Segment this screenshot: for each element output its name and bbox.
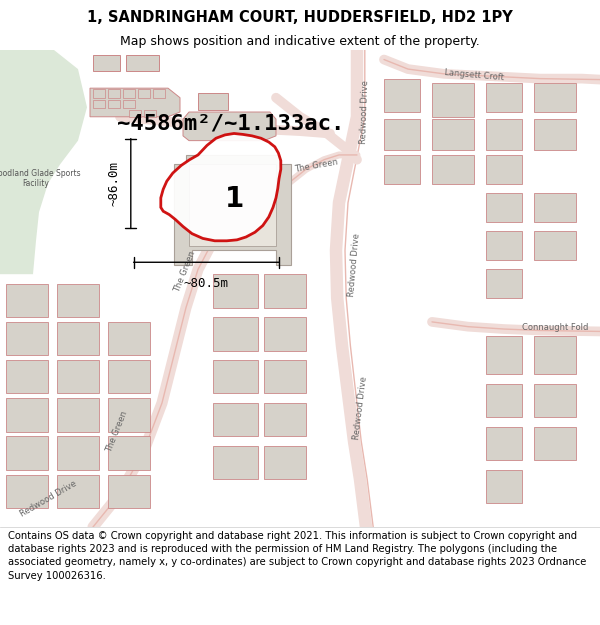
- Polygon shape: [57, 436, 99, 470]
- Polygon shape: [108, 99, 120, 108]
- Polygon shape: [486, 269, 522, 298]
- Polygon shape: [486, 231, 522, 260]
- Polygon shape: [534, 384, 576, 418]
- Polygon shape: [189, 164, 276, 246]
- Polygon shape: [384, 119, 420, 150]
- Polygon shape: [384, 79, 420, 112]
- Text: 1, SANDRINGHAM COURT, HUDDERSFIELD, HD2 1PY: 1, SANDRINGHAM COURT, HUDDERSFIELD, HD2 …: [87, 10, 513, 25]
- Polygon shape: [144, 109, 156, 117]
- Text: The Green: The Green: [104, 409, 130, 454]
- Polygon shape: [6, 474, 48, 508]
- Polygon shape: [93, 99, 105, 108]
- Polygon shape: [384, 155, 420, 184]
- Polygon shape: [108, 398, 150, 432]
- Polygon shape: [264, 446, 306, 479]
- Polygon shape: [138, 89, 150, 98]
- Polygon shape: [534, 83, 576, 112]
- Polygon shape: [183, 112, 276, 141]
- Polygon shape: [6, 360, 48, 394]
- Polygon shape: [264, 317, 306, 351]
- Polygon shape: [57, 284, 99, 317]
- Polygon shape: [6, 284, 48, 317]
- Polygon shape: [57, 360, 99, 394]
- Polygon shape: [57, 398, 99, 432]
- Polygon shape: [534, 193, 576, 222]
- Polygon shape: [432, 83, 474, 117]
- Polygon shape: [486, 470, 522, 503]
- Polygon shape: [534, 231, 576, 260]
- Text: Langsett Croft: Langsett Croft: [444, 68, 504, 82]
- Text: Redwood Drive: Redwood Drive: [347, 232, 361, 297]
- Text: 1: 1: [224, 185, 244, 213]
- Polygon shape: [213, 317, 258, 351]
- Text: Redwood Drive: Redwood Drive: [18, 479, 78, 518]
- Polygon shape: [123, 99, 135, 108]
- Text: The Green: The Green: [172, 250, 197, 294]
- Polygon shape: [153, 89, 165, 98]
- Polygon shape: [486, 384, 522, 418]
- Polygon shape: [198, 93, 228, 109]
- Text: Redwood Drive: Redwood Drive: [352, 376, 368, 440]
- Text: ~80.5m: ~80.5m: [184, 277, 229, 289]
- Polygon shape: [534, 336, 576, 374]
- Polygon shape: [534, 119, 576, 150]
- Polygon shape: [6, 436, 48, 470]
- Text: Woodland Glade Sports
Facility: Woodland Glade Sports Facility: [0, 169, 81, 189]
- Polygon shape: [486, 155, 522, 184]
- Polygon shape: [57, 474, 99, 508]
- Text: The Green: The Green: [294, 157, 339, 174]
- Polygon shape: [213, 360, 258, 394]
- Polygon shape: [93, 55, 120, 71]
- Polygon shape: [432, 155, 474, 184]
- Polygon shape: [108, 322, 150, 355]
- Polygon shape: [432, 119, 474, 150]
- Text: Redwood Drive: Redwood Drive: [359, 80, 370, 144]
- Polygon shape: [108, 436, 150, 470]
- Text: Map shows position and indicative extent of the property.: Map shows position and indicative extent…: [120, 35, 480, 48]
- Polygon shape: [213, 446, 258, 479]
- Polygon shape: [486, 193, 522, 222]
- Polygon shape: [213, 403, 258, 436]
- Polygon shape: [123, 89, 135, 98]
- Polygon shape: [486, 119, 522, 150]
- Polygon shape: [108, 89, 120, 98]
- Text: Connaught Fold: Connaught Fold: [522, 323, 589, 332]
- Polygon shape: [174, 155, 291, 264]
- Polygon shape: [108, 360, 150, 394]
- Text: Contains OS data © Crown copyright and database right 2021. This information is : Contains OS data © Crown copyright and d…: [8, 531, 586, 581]
- Polygon shape: [93, 89, 105, 98]
- Text: ~86.0m: ~86.0m: [107, 161, 120, 206]
- Polygon shape: [57, 322, 99, 355]
- Polygon shape: [90, 88, 180, 117]
- Polygon shape: [108, 474, 150, 508]
- Polygon shape: [126, 55, 159, 71]
- Polygon shape: [129, 109, 141, 117]
- Text: ~4586m²/~1.133ac.: ~4586m²/~1.133ac.: [117, 114, 344, 134]
- Polygon shape: [534, 427, 576, 460]
- Polygon shape: [6, 398, 48, 432]
- Polygon shape: [6, 322, 48, 355]
- Polygon shape: [213, 274, 258, 308]
- Polygon shape: [486, 83, 522, 112]
- Polygon shape: [486, 427, 522, 460]
- Polygon shape: [264, 274, 306, 308]
- Polygon shape: [486, 336, 522, 374]
- Polygon shape: [264, 360, 306, 394]
- Polygon shape: [161, 134, 281, 241]
- Polygon shape: [0, 50, 87, 274]
- Polygon shape: [264, 403, 306, 436]
